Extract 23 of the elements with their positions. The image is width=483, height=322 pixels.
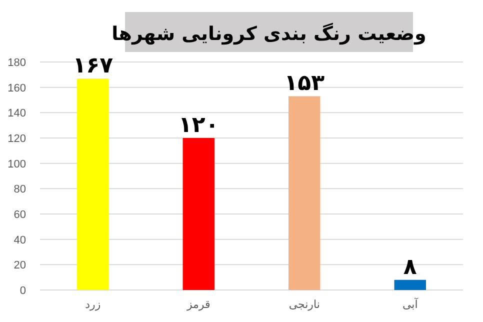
x-tick-label: قرمز bbox=[186, 298, 210, 311]
data-label: ۱۲۰ bbox=[178, 113, 219, 138]
y-tick-label: 60 bbox=[14, 209, 26, 221]
x-tick-label: آبی bbox=[402, 297, 419, 311]
bar bbox=[288, 96, 320, 290]
bar bbox=[77, 78, 109, 290]
y-tick-label: 0 bbox=[20, 285, 26, 297]
y-tick-label: 140 bbox=[8, 108, 26, 120]
y-tick-label: 80 bbox=[14, 184, 26, 196]
data-label: ۱۶۷ bbox=[72, 53, 114, 78]
y-tick-label: 120 bbox=[8, 133, 26, 145]
bar bbox=[394, 280, 426, 290]
y-tick-label: 160 bbox=[8, 82, 26, 94]
y-tick-label: 20 bbox=[14, 260, 26, 272]
bar bbox=[182, 138, 214, 290]
data-label: ۱۵۳ bbox=[284, 71, 326, 96]
y-tick-label: 100 bbox=[8, 158, 26, 170]
y-tick-label: 180 bbox=[8, 57, 26, 69]
data-label: ۸ bbox=[403, 254, 418, 280]
x-tick-label: نارنجی bbox=[288, 298, 320, 311]
chart-title: وضعیت رنگ بندی کرونایی شهرها bbox=[112, 22, 426, 45]
y-tick-label: 40 bbox=[14, 234, 26, 246]
x-tick-label: زرد bbox=[85, 298, 101, 311]
